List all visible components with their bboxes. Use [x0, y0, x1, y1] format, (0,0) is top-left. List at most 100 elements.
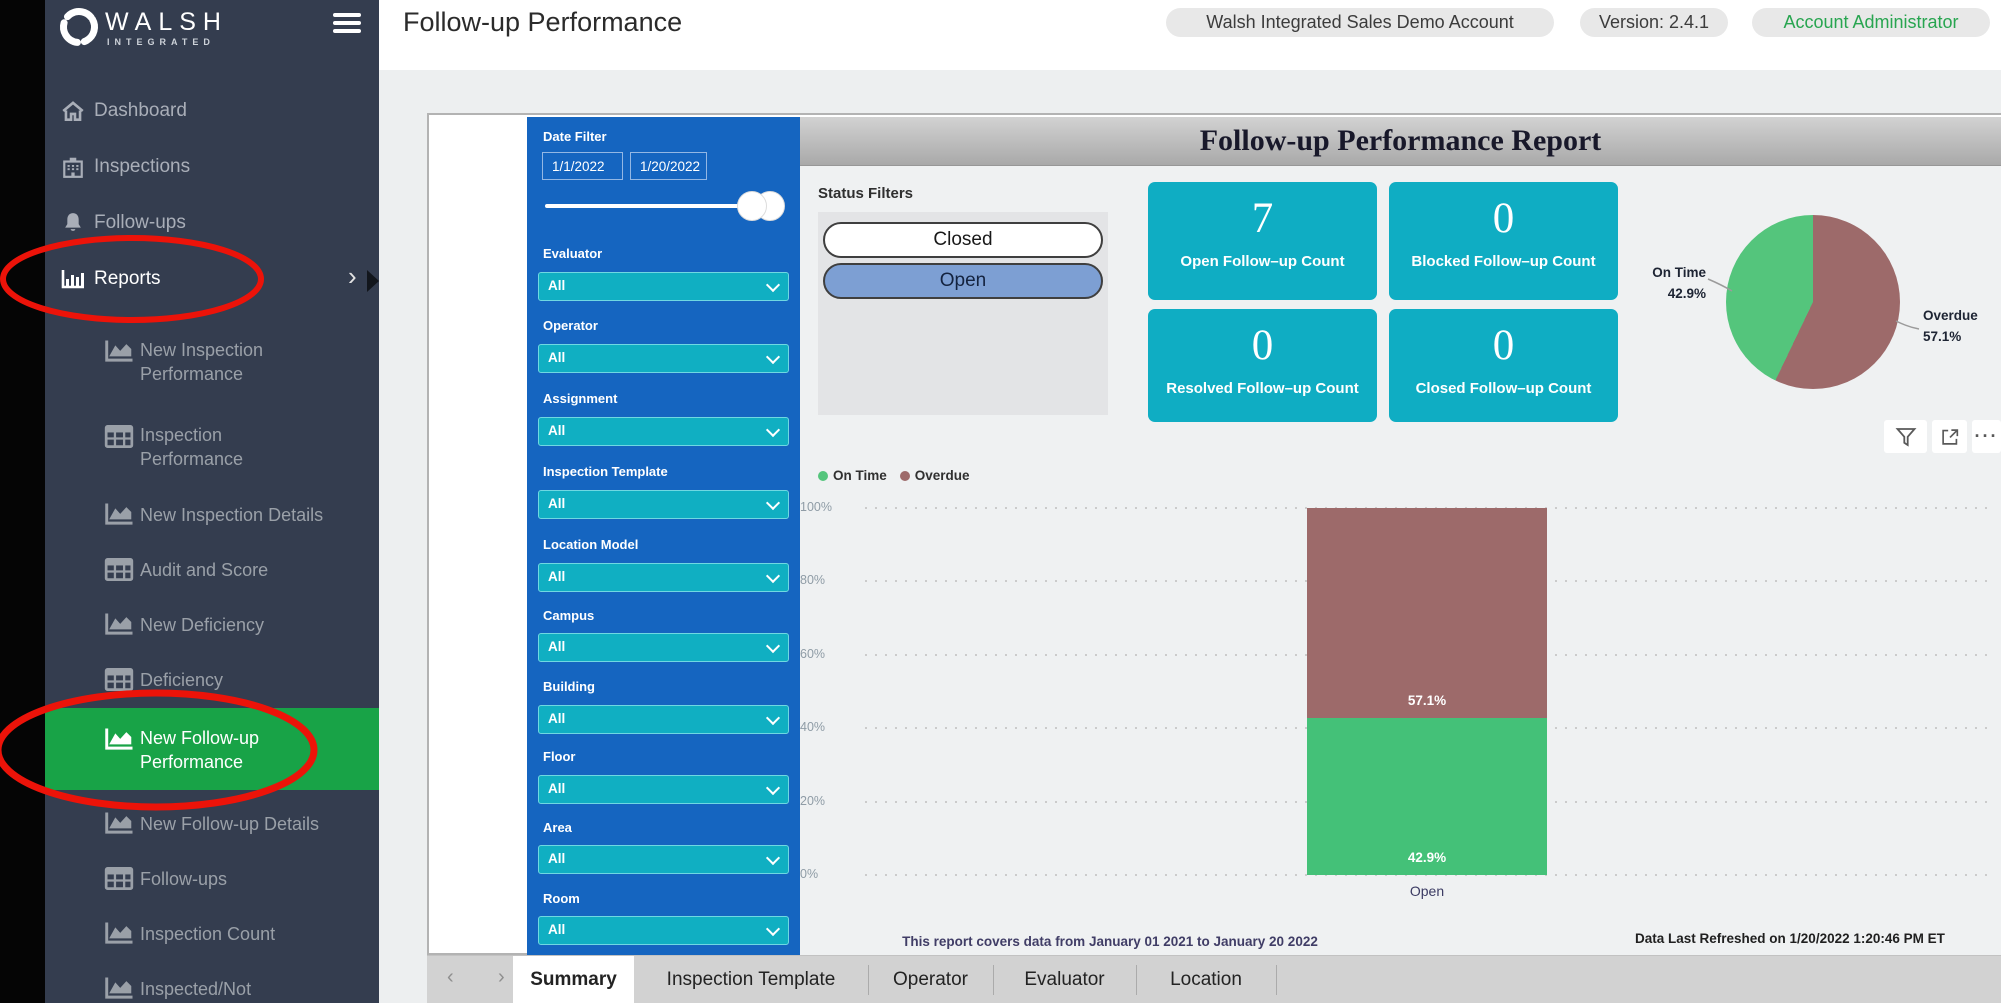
kpi-label: Blocked Follow–up Count [1411, 253, 1596, 270]
tab-operator[interactable]: Operator [893, 969, 968, 990]
ellipsis-icon: ··· [1974, 426, 1999, 446]
sidebar-item-label: Follow-ups [94, 212, 186, 233]
kpi-label: Resolved Follow–up Count [1166, 380, 1359, 397]
filter-label: Inspection Template [543, 464, 668, 479]
floor-dropdown[interactable]: All [538, 775, 789, 804]
sidebar-item-new-follow-up-details[interactable]: New Follow-up Details [102, 810, 374, 837]
sidebar-item-new-deficiency[interactable]: New Deficiency [102, 611, 374, 638]
filter-visual-button[interactable] [1884, 420, 1927, 453]
area-chart-icon [102, 920, 136, 947]
dropdown-value: All [548, 922, 566, 937]
funnel-icon [1894, 426, 1918, 448]
chevron-down-icon [765, 422, 781, 438]
pie-label-on-time: On Time 42.9% [1630, 262, 1706, 304]
sidebar-item-follow-ups[interactable]: Follow-ups [60, 211, 186, 235]
pie-label-text: On Time [1652, 265, 1706, 280]
tab-location[interactable]: Location [1170, 969, 1242, 990]
tab-separator [1136, 965, 1137, 995]
area-dropdown[interactable]: All [538, 845, 789, 874]
kpi-blocked-count[interactable]: 0 Blocked Follow–up Count [1389, 182, 1618, 300]
sidebar-item-new-follow-up-performance[interactable]: New Follow-up Performance [45, 708, 379, 790]
pie-chart[interactable] [1726, 215, 1900, 389]
left-edge-strip [0, 0, 45, 1003]
evaluator-dropdown[interactable]: All [538, 272, 789, 301]
filter-label: Assignment [543, 391, 618, 406]
account-badge: Walsh Integrated Sales Demo Account [1166, 8, 1554, 37]
sidebar-item-new-inspection-details[interactable]: New Inspection Details [102, 501, 374, 528]
legend-label-on-time: On Time [833, 468, 887, 483]
sidebar-item-reports[interactable]: Reports [60, 267, 161, 291]
date-range-slider[interactable] [545, 204, 771, 208]
kpi-open-count[interactable]: 7 Open Follow–up Count [1148, 182, 1377, 300]
date-slider-handle-start[interactable] [737, 191, 767, 221]
expand-icon [1939, 426, 1961, 448]
sidebar-item-inspections[interactable]: Inspections [60, 155, 190, 179]
closed-filter-button[interactable]: Closed [823, 222, 1103, 258]
filter-panel: Date Filter 1/1/2022 1/20/2022 Evaluator… [527, 117, 800, 955]
filter-label: Floor [543, 749, 576, 764]
area-chart-icon [102, 810, 136, 837]
kpi-resolved-count[interactable]: 0 Resolved Follow–up Count [1148, 309, 1377, 422]
page-title: Follow-up Performance [403, 7, 683, 37]
chevron-down-icon [765, 850, 781, 866]
bell-icon [60, 211, 86, 235]
pie-label-overdue: Overdue 57.1% [1923, 305, 2001, 347]
filter-label: Room [543, 891, 580, 906]
location-model-dropdown[interactable]: All [538, 563, 789, 592]
date-end-input[interactable]: 1/20/2022 [630, 152, 707, 180]
sidebar-item-dashboard[interactable]: Dashboard [60, 99, 187, 123]
bar-segment-on-time[interactable] [1307, 718, 1547, 875]
chevron-down-icon [765, 568, 781, 584]
bar-label-overdue: 57.1% [1407, 693, 1447, 708]
sidebar-item-audit-and-score[interactable]: Audit and Score [102, 556, 374, 583]
filter-label: Evaluator [543, 246, 603, 261]
open-filter-button[interactable]: Open [823, 263, 1103, 299]
building-dropdown[interactable]: All [538, 705, 789, 734]
sidebar-item-deficiency[interactable]: Deficiency [102, 666, 374, 693]
filter-label: Area [543, 820, 572, 835]
brand-name: WALSH [105, 8, 228, 36]
sidebar-item-follow-ups-report[interactable]: Follow-ups [102, 865, 374, 892]
chart-legend: On Time Overdue [818, 468, 970, 483]
kpi-closed-count[interactable]: 0 Closed Follow–up Count [1389, 309, 1618, 422]
tab-summary[interactable]: Summary [513, 956, 634, 1003]
dropdown-value: All [548, 423, 566, 438]
kpi-value: 7 [1251, 195, 1274, 242]
chevron-right-icon[interactable]: › [348, 261, 357, 291]
tab-evaluator[interactable]: Evaluator [1024, 969, 1105, 990]
sidebar-item-inspection-count[interactable]: Inspection Count [102, 920, 374, 947]
hamburger-menu-icon[interactable] [333, 13, 361, 33]
report-page-tabbar: ‹ › Summary Inspection Template Operator… [427, 955, 2001, 1003]
report-title-bar: Follow-up Performance Report [800, 117, 2001, 166]
filter-label: Operator [543, 318, 598, 333]
sidebar-item-label: Inspections [94, 156, 191, 177]
inspection-template-dropdown[interactable]: All [538, 490, 789, 519]
bar-segment-overdue[interactable] [1307, 508, 1547, 718]
gridline [865, 874, 1992, 876]
room-dropdown[interactable]: All [538, 916, 789, 945]
x-axis-category-label: Open [1409, 883, 1445, 899]
area-chart-icon [102, 726, 136, 753]
sidebar-item-inspected-not[interactable]: Inspected/Not [102, 975, 374, 1002]
focus-mode-button[interactable] [1932, 420, 1967, 453]
more-options-button[interactable]: ··· [1972, 420, 2001, 453]
chevron-down-icon [765, 349, 781, 365]
pie-label-text: Overdue [1923, 308, 1978, 323]
dropdown-value: All [548, 350, 566, 365]
tab-scroll-right-icon[interactable]: › [498, 966, 505, 988]
kpi-value: 0 [1492, 322, 1515, 369]
chevron-down-icon [765, 710, 781, 726]
sidebar-item-new-inspection-performance[interactable]: New Inspection Performance [102, 338, 374, 386]
campus-dropdown[interactable]: All [538, 633, 789, 662]
assignment-dropdown[interactable]: All [538, 417, 789, 446]
chevron-down-icon [765, 921, 781, 937]
operator-dropdown[interactable]: All [538, 344, 789, 373]
sidebar-item-inspection-performance[interactable]: Inspection Performance [102, 423, 374, 471]
date-start-input[interactable]: 1/1/2022 [542, 152, 623, 180]
home-icon [60, 99, 86, 123]
tab-inspection-template[interactable]: Inspection Template [666, 969, 836, 990]
version-badge: Version: 2.4.1 [1580, 8, 1728, 37]
area-chart-icon [102, 501, 136, 528]
tab-scroll-left-icon[interactable]: ‹ [447, 966, 454, 988]
